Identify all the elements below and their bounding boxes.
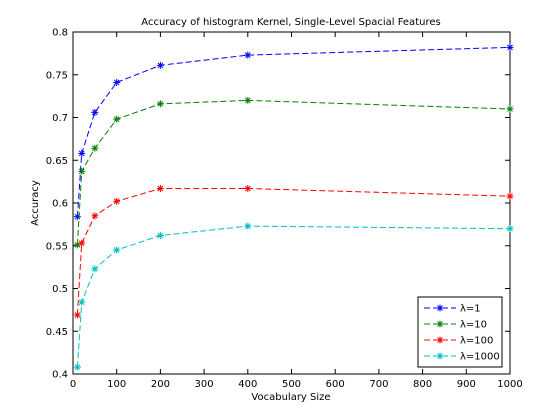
x-tick-label: 700 — [369, 379, 388, 390]
x-tick-label: 200 — [151, 379, 170, 390]
legend-marker — [436, 304, 444, 312]
series-3 — [73, 184, 514, 319]
series-layer — [73, 43, 514, 371]
data-point — [244, 222, 252, 230]
x-axis-title: Vocabulary Size — [251, 392, 330, 403]
data-point — [78, 239, 86, 247]
legend-marker — [436, 320, 444, 328]
axis-ticks: 0 100 200 300 400 500 600 700 800 900 1000 0.4 0.45 0… — [46, 28, 523, 391]
data-point — [91, 144, 99, 152]
data-point — [244, 184, 252, 192]
legend-label: λ=1000 — [460, 352, 500, 363]
y-tick-label: 0.65 — [46, 156, 68, 167]
legend-item: λ=1000 — [424, 352, 500, 363]
data-point — [156, 100, 164, 108]
data-point — [113, 78, 121, 86]
y-tick-label: 0.75 — [46, 70, 68, 81]
y-tick-label: 0.5 — [52, 284, 68, 295]
data-point — [506, 43, 514, 51]
data-point — [506, 192, 514, 200]
data-point — [244, 96, 252, 104]
data-point — [73, 311, 81, 319]
data-point — [506, 225, 514, 233]
x-tick-label: 400 — [238, 379, 257, 390]
y-tick-label: 0.8 — [52, 28, 68, 39]
x-tick-label: 900 — [457, 379, 476, 390]
series-1 — [73, 43, 514, 221]
data-point — [78, 167, 86, 175]
legend-item: λ=1 — [424, 304, 481, 315]
data-point — [156, 231, 164, 239]
data-point — [113, 197, 121, 205]
chart-title: Accuracy of histogram Kernel, Single-Lev… — [141, 17, 440, 28]
legend-marker — [436, 352, 444, 360]
x-tick-label: 0 — [70, 379, 76, 390]
legend-label: λ=10 — [460, 320, 487, 331]
data-point — [78, 298, 86, 306]
data-point — [244, 51, 252, 59]
legend: λ=1 λ=10 λ=100 λ=1000 — [417, 296, 503, 368]
data-point — [113, 246, 121, 254]
data-point — [78, 149, 86, 157]
x-tick-label: 500 — [282, 379, 301, 390]
data-point — [506, 105, 514, 113]
legend-marker — [436, 336, 444, 344]
x-tick-label: 800 — [413, 379, 432, 390]
y-tick-label: 0.45 — [46, 327, 68, 338]
x-tick-label: 300 — [195, 379, 214, 390]
legend-label: λ=100 — [460, 336, 493, 347]
data-point — [73, 363, 81, 371]
data-point — [91, 212, 99, 220]
series-4 — [73, 222, 514, 371]
x-tick-label: 600 — [326, 379, 345, 390]
legend-label: λ=1 — [460, 304, 481, 315]
y-axis-title: Accuracy — [30, 180, 41, 226]
legend-box — [417, 296, 503, 368]
data-point — [156, 61, 164, 69]
y-tick-label: 0.6 — [52, 199, 68, 210]
data-point — [73, 213, 81, 221]
y-tick-label: 0.55 — [46, 241, 68, 252]
data-point — [156, 184, 164, 192]
legend-item: λ=100 — [424, 336, 493, 347]
data-point — [113, 115, 121, 123]
x-tick-label: 1000 — [497, 379, 522, 390]
legend-item: λ=10 — [424, 320, 487, 331]
y-tick-label: 0.4 — [52, 370, 68, 381]
x-tick-label: 100 — [107, 379, 126, 390]
data-point — [91, 265, 99, 273]
y-tick-label: 0.7 — [52, 113, 68, 124]
data-point — [91, 108, 99, 116]
